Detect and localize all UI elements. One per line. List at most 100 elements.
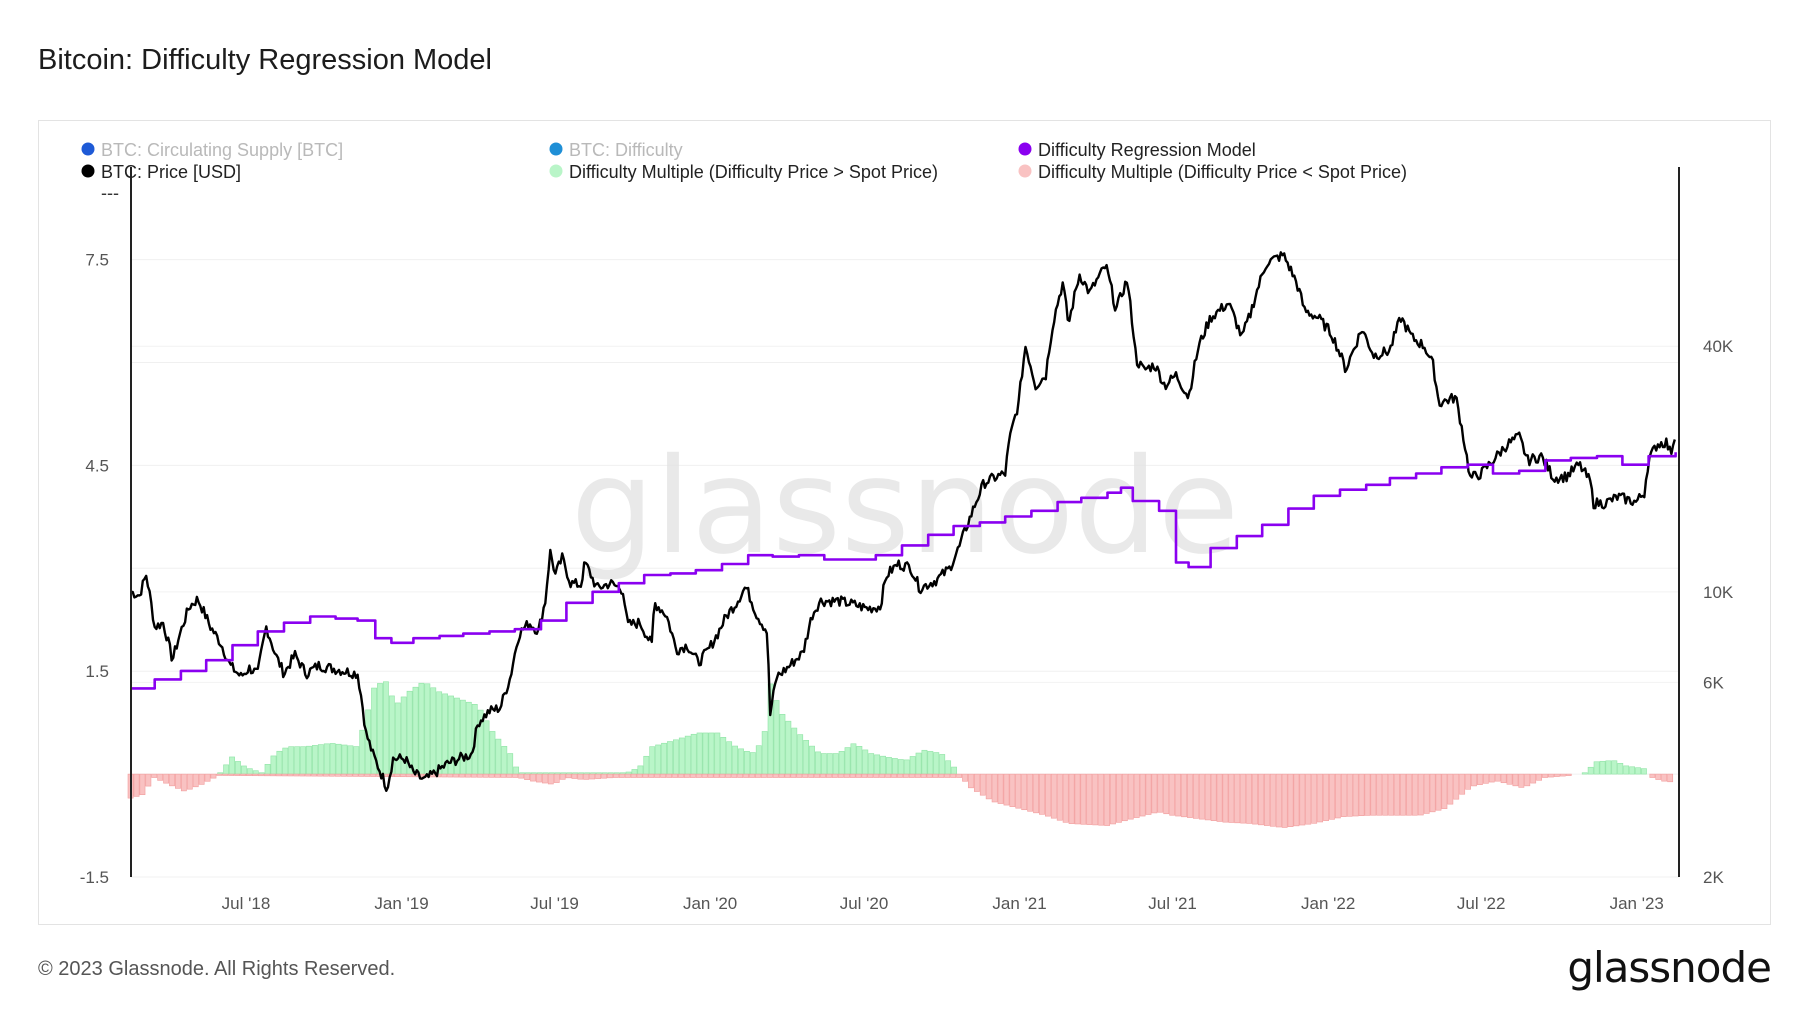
difficulty-multiple-bar [844,747,851,775]
legend-item[interactable]: Difficulty Multiple (Difficulty Price > … [549,162,938,182]
difficulty-multiple-bar [831,773,838,778]
difficulty-multiple-bar [1518,773,1525,788]
difficulty-multiple-bar [1423,773,1430,814]
difficulty-multiple-bar [1056,773,1063,821]
difficulty-multiple-bar [868,753,875,775]
footer-copyright: © 2023 Glassnode. All Rights Reserved. [38,958,396,980]
difficulty-multiple-bar [501,746,508,775]
difficulty-multiple-bar [204,773,211,782]
difficulty-multiple-bar [394,773,400,777]
legend-item[interactable]: BTC: Price [USD] [81,162,242,182]
difficulty-multiple-bar [139,773,146,795]
difficulty-multiple-bar [689,773,696,778]
difficulty-multiple-bar [933,752,940,775]
difficulty-multiple-bar [1139,773,1146,817]
difficulty-multiple-bar [850,743,857,775]
difficulty-multiple-bar [518,773,525,779]
difficulty-multiple-bar [708,732,715,775]
difficulty-multiple-bar [873,773,880,778]
left-tick-label: 1.5 [85,662,109,681]
difficulty-multiple-bar [1477,773,1483,785]
difficulty-multiple-bar [424,683,431,775]
legend-item[interactable]: BTC: Circulating Supply [BTC] [81,140,344,160]
difficulty-multiple-bar [1641,768,1647,775]
difficulty-multiple-bar [631,769,638,775]
difficulty-multiple-bar [1039,773,1045,815]
difficulty-multiple-bar [1110,773,1116,825]
legend-label: BTC: Difficulty [569,140,683,160]
axes: -1.5 1.5 4.5 7.5 2K 6K 10K 40K Jul '18 Jan '19 Jul… [80,167,1734,913]
difficulty-multiple-bar [796,773,803,778]
legend-item[interactable]: Difficulty Regression Model [1018,140,1256,160]
difficulty-multiple-bar [743,773,749,778]
difficulty-regression-line [131,452,1677,690]
difficulty-multiple-bar [1098,773,1105,826]
legend-item[interactable]: BTC: Difficulty [549,140,683,160]
difficulty-multiple-bar [1216,773,1223,822]
difficulty-multiple-bar [1542,773,1548,778]
legend-dot-icon [1018,164,1032,178]
difficulty-multiple-bar [908,773,915,778]
legend-more[interactable]: --- [101,183,119,203]
difficulty-multiple-bar [1009,773,1016,807]
difficulty-multiple-bar [394,702,401,775]
difficulty-multiple-bar [1667,773,1674,783]
difficulty-multiple-bar [500,773,507,778]
btc-price-line [131,251,1676,792]
difficulty-multiple-bar [749,752,756,775]
difficulty-multiple-bar [1062,773,1069,823]
x-tick-label: Jan '20 [683,894,737,913]
legend-dot-icon [549,142,563,156]
difficulty-multiple-bar [867,773,874,778]
difficulty-multiple-bar [447,773,454,778]
difficulty-multiple-bar [1074,773,1081,825]
difficulty-multiple-bar [655,744,662,775]
difficulty-multiple-bar [1530,773,1537,784]
difficulty-multiple-bar [624,773,631,778]
difficulty-multiple-bar [305,773,312,777]
difficulty-multiple-bar [625,771,632,775]
difficulty-multiple-bar [589,773,596,780]
difficulty-multiple-bar [802,773,809,778]
difficulty-multiple-bar [328,773,335,777]
difficulty-multiple-bar [246,773,252,776]
difficulty-multiple-bar [1655,773,1662,780]
difficulty-multiple-bar [849,773,856,778]
difficulty-multiple-bar [1252,773,1258,825]
difficulty-multiple-bar [1482,773,1489,784]
right-tick-label: 6K [1703,673,1724,692]
difficulty-multiple-bar [1281,773,1288,828]
difficulty-multiple-bar [436,691,443,775]
legend[interactable]: BTC: Circulating Supply [BTC] BTC: Diffic… [81,140,1407,203]
difficulty-multiple-bar [453,773,459,778]
difficulty-multiple-bar [383,681,389,775]
difficulty-multiple-bar [1045,773,1051,817]
difficulty-multiple-bar [773,700,780,775]
legend-item[interactable]: Difficulty Multiple (Difficulty Price < … [1018,162,1407,182]
difficulty-multiple-bar [760,773,767,778]
difficulty-multiple-bar [228,773,235,776]
difficulty-multiple-bar [1429,773,1436,813]
difficulty-multiple-bar [820,753,827,775]
difficulty-multiple-bar [1394,773,1400,816]
difficulty-multiple-bar [1388,773,1395,816]
difficulty-multiple-bar [720,737,727,775]
difficulty-multiple-bar [968,773,974,789]
difficulty-multiple-bar [1661,773,1668,782]
difficulty-multiple-bar [1382,773,1389,816]
difficulty-multiple-bar [1400,773,1406,816]
x-tick-label: Jan '23 [1610,894,1664,913]
difficulty-multiple-bar [1027,773,1034,812]
difficulty-multiple-bar [790,773,797,778]
difficulty-multiple-bar [725,773,732,778]
difficulty-multiple-bar [536,773,542,783]
difficulty-multiple-bar [755,745,762,775]
difficulty-multiple-bar [1080,773,1087,825]
difficulty-multiple-bar [891,758,898,775]
difficulty-multiple-bar [1488,773,1495,783]
difficulty-multiple-bar [1340,773,1347,817]
difficulty-multiple-bar [618,773,625,778]
difficulty-multiple-bar [553,773,560,783]
watermark-text: glassnode [571,430,1239,584]
difficulty-multiple-bar [1346,773,1353,817]
